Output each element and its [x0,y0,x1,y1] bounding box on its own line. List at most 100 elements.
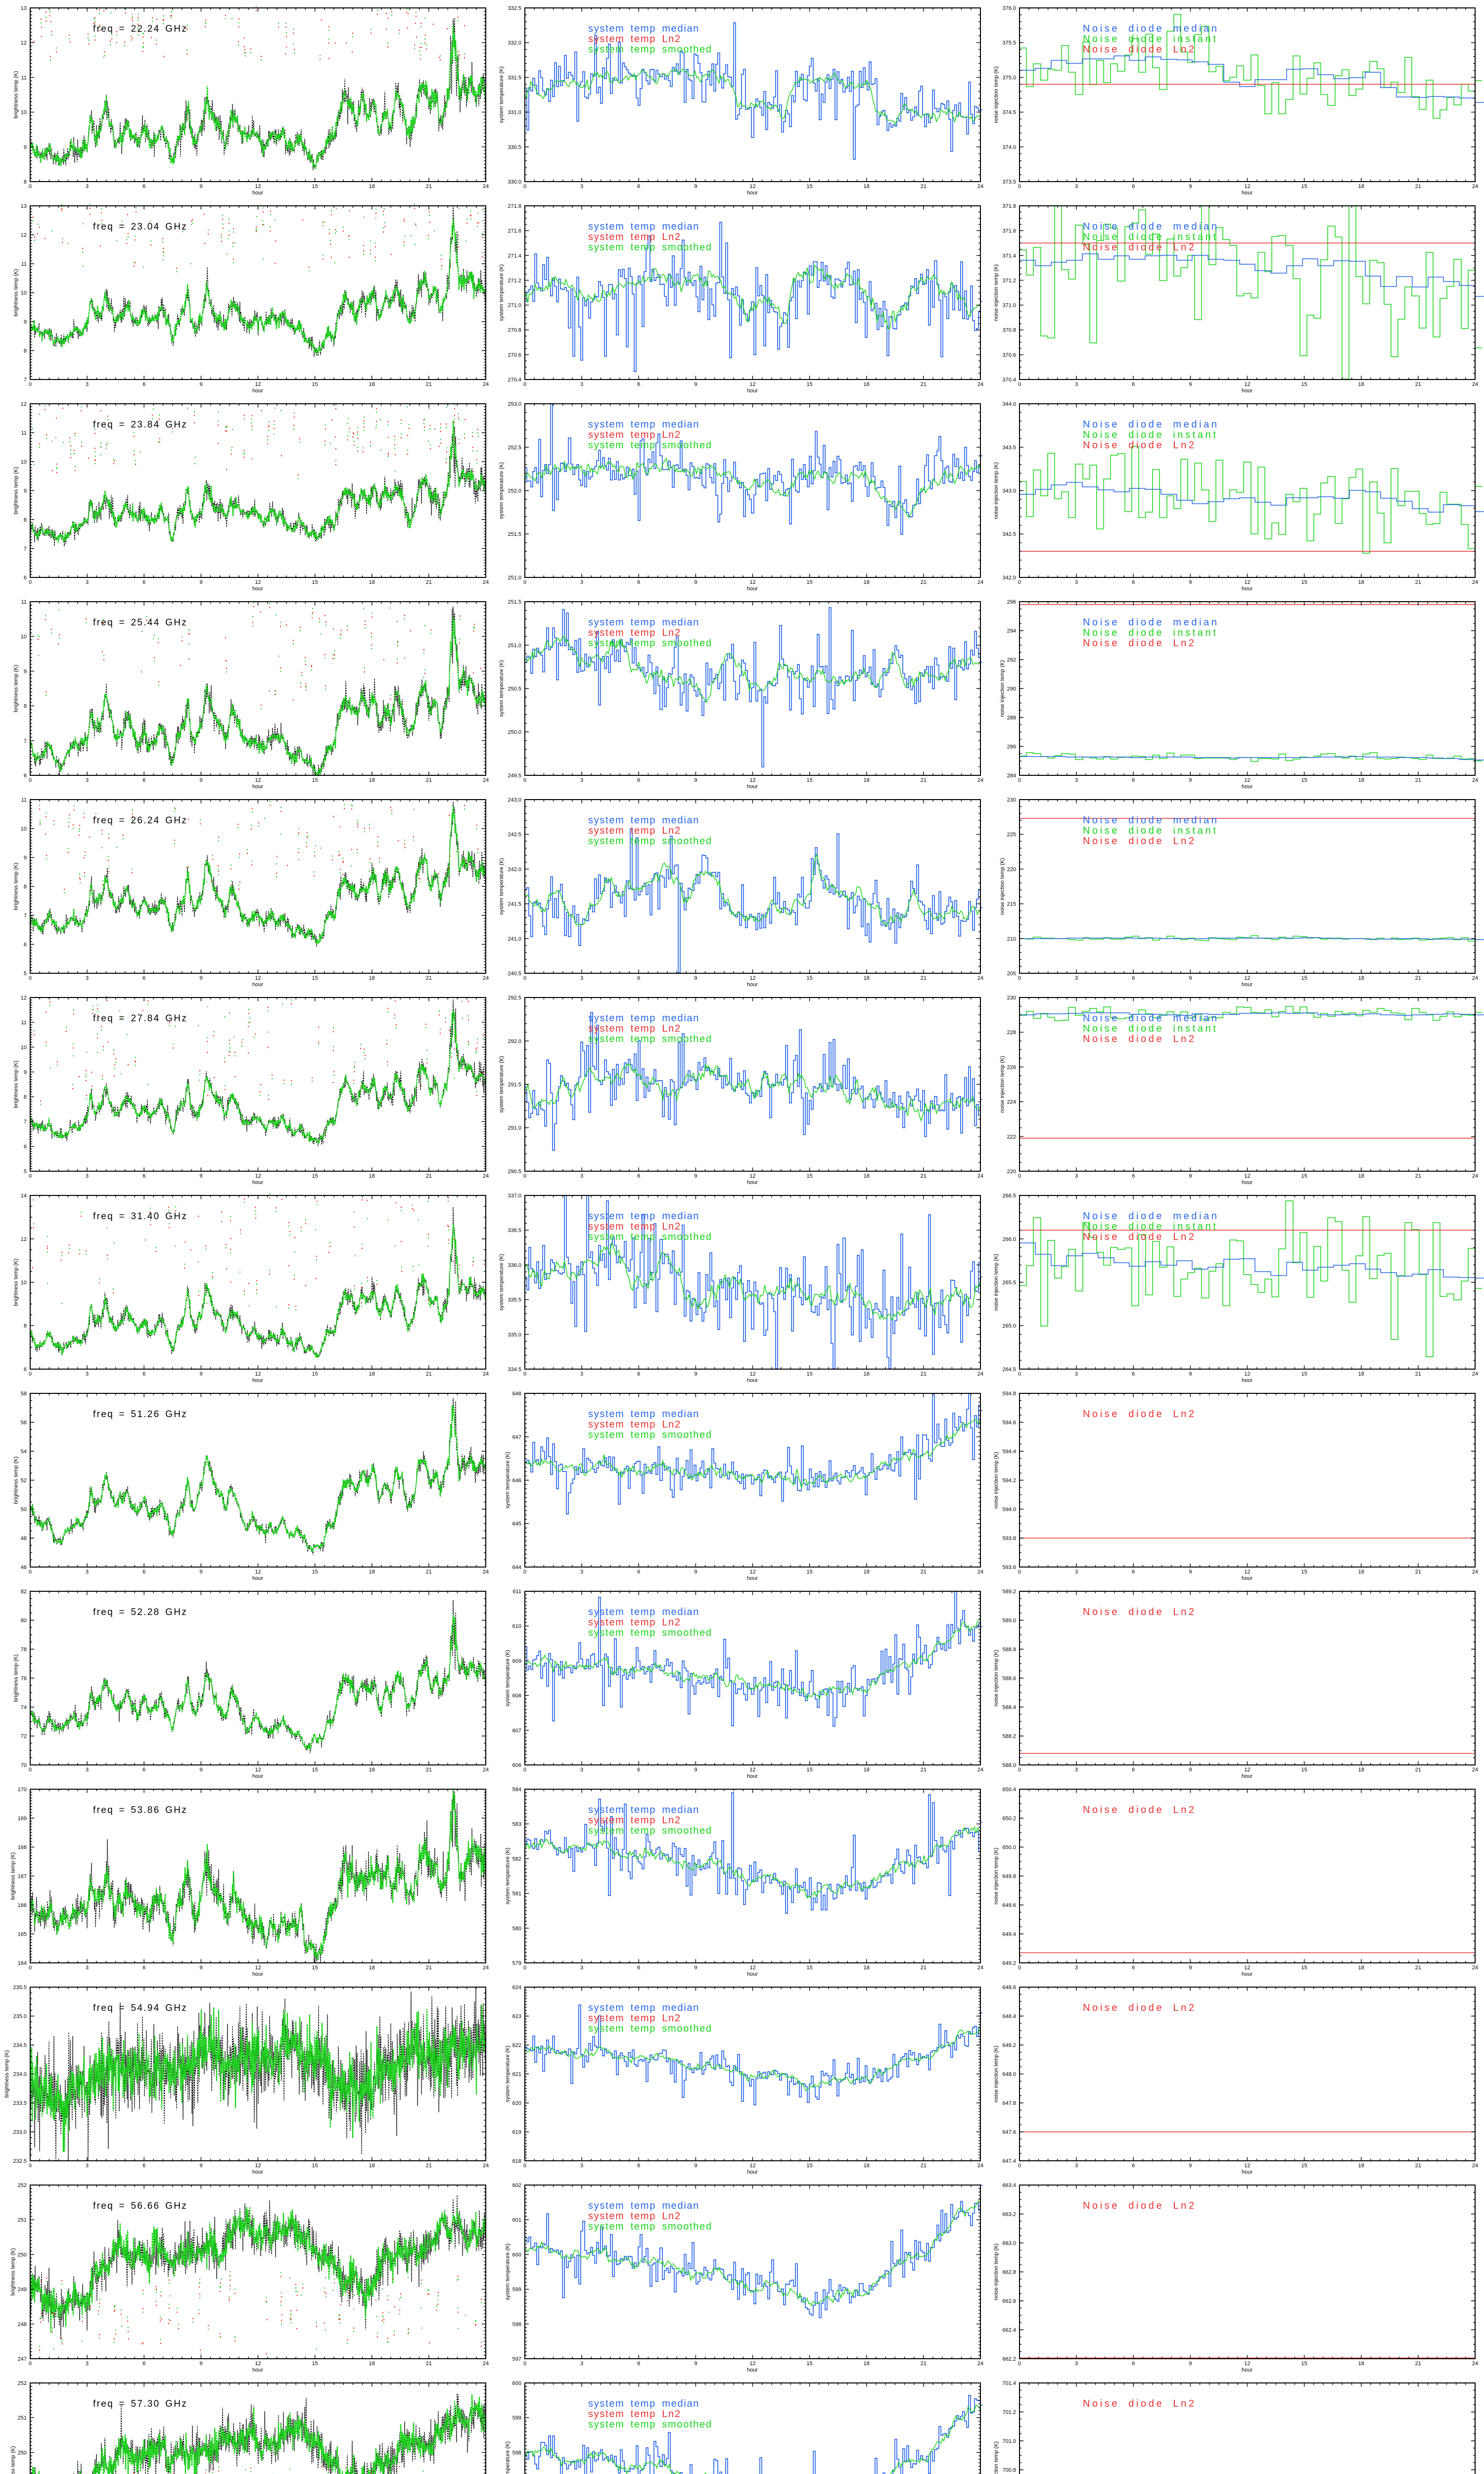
svg-text:270.6: 270.6 [508,352,521,358]
svg-text:370.4: 370.4 [1002,377,1016,383]
svg-text:588.0: 588.0 [1002,1762,1016,1768]
svg-text:234.5: 234.5 [13,2043,27,2048]
svg-text:15: 15 [806,184,812,190]
svg-text:system temp median: system temp median [588,1409,699,1420]
svg-text:3: 3 [86,1965,89,1971]
svg-text:18: 18 [369,2163,375,2169]
svg-text:24: 24 [1472,1965,1478,1971]
svg-text:583: 583 [512,1821,521,1827]
svg-text:624: 624 [512,1985,521,1991]
svg-text:248: 248 [18,2322,27,2328]
svg-text:0: 0 [1018,1767,1021,1773]
svg-text:system temp median: system temp median [588,1607,699,1618]
svg-text:21: 21 [426,184,432,190]
svg-text:701.0: 701.0 [1002,2438,1016,2444]
svg-text:647.6: 647.6 [1002,2130,1016,2136]
svg-text:169: 169 [18,1816,27,1822]
svg-text:343.5: 343.5 [1002,445,1016,451]
svg-text:228: 228 [1007,1030,1016,1036]
svg-text:373.5: 373.5 [1002,179,1016,185]
svg-text:3: 3 [580,184,583,190]
svg-text:noise injection temp (K): noise injection temp (K) [993,264,999,321]
svg-text:3: 3 [86,1569,89,1575]
svg-text:21: 21 [1415,381,1421,387]
svg-text:24: 24 [977,1965,983,1971]
svg-text:24: 24 [1472,1371,1478,1377]
svg-text:235.0: 235.0 [13,2014,27,2020]
svg-text:10: 10 [21,1045,27,1050]
svg-text:3: 3 [580,1767,583,1773]
svg-text:freq = 53.86 GHz: freq = 53.86 GHz [93,1805,187,1815]
svg-text:10: 10 [21,459,27,465]
svg-text:15: 15 [312,1965,318,1971]
svg-text:9: 9 [694,777,697,783]
svg-text:584: 584 [512,1787,521,1793]
svg-text:6: 6 [1132,579,1135,585]
svg-text:noise injection temp (K): noise injection temp (K) [999,858,1005,915]
svg-text:252: 252 [18,2183,27,2189]
svg-text:3: 3 [86,1173,89,1179]
svg-text:18: 18 [864,975,870,981]
svg-text:hour: hour [747,1971,758,1977]
svg-text:24: 24 [483,381,489,387]
svg-text:24: 24 [1472,184,1478,190]
svg-text:18: 18 [864,777,870,783]
svg-text:Noise diode instant: Noise diode instant [1083,429,1218,440]
svg-text:system temperature (K): system temperature (K) [505,2243,510,2300]
svg-text:9: 9 [24,1069,27,1075]
svg-text:3: 3 [1075,975,1078,981]
svg-text:0: 0 [1018,975,1021,981]
svg-text:232.5: 232.5 [13,2158,27,2164]
svg-text:system temp Ln2: system temp Ln2 [588,627,681,638]
svg-text:24: 24 [483,975,489,981]
svg-text:Noise diode Ln2: Noise diode Ln2 [1083,440,1197,451]
svg-text:system temp smoothed: system temp smoothed [588,836,712,847]
svg-text:hour: hour [252,1773,263,1779]
svg-text:brightness temp (K): brightness temp (K) [13,1457,19,1504]
svg-text:system temp median: system temp median [588,1013,699,1024]
svg-text:noise injection temp (K): noise injection temp (K) [993,462,999,519]
svg-text:623: 623 [512,2014,521,2020]
svg-text:6: 6 [142,579,145,585]
svg-text:589.0: 589.0 [1002,1618,1016,1624]
svg-text:58: 58 [21,1391,27,1397]
svg-text:system temperature (K): system temperature (K) [499,66,505,123]
svg-text:76: 76 [21,1676,27,1682]
svg-text:3: 3 [580,1371,583,1377]
svg-text:588.8: 588.8 [1002,1647,1016,1653]
svg-text:noise injection temp (K): noise injection temp (K) [993,1848,999,1904]
svg-text:0: 0 [523,1371,526,1377]
svg-text:8: 8 [24,704,27,710]
svg-text:225: 225 [1007,832,1016,838]
svg-text:system temp Ln2: system temp Ln2 [588,2013,681,2024]
svg-text:12: 12 [255,381,261,387]
svg-text:6: 6 [142,1965,145,1971]
svg-text:24: 24 [1472,1173,1478,1179]
svg-text:hour: hour [747,190,758,196]
svg-text:18: 18 [1358,2361,1364,2367]
svg-text:265.5: 265.5 [1002,1280,1016,1286]
svg-text:24: 24 [483,1569,489,1575]
svg-text:220: 220 [1007,866,1016,872]
svg-text:system temp median: system temp median [588,419,699,430]
svg-text:701.2: 701.2 [1002,2410,1016,2416]
svg-text:hour: hour [1242,388,1252,394]
svg-text:18: 18 [1358,381,1364,387]
svg-text:3: 3 [86,975,89,981]
svg-text:609: 609 [512,1658,521,1664]
svg-text:system temp smoothed: system temp smoothed [588,2419,712,2430]
svg-text:12: 12 [749,381,755,387]
svg-text:hour: hour [747,1180,758,1186]
svg-text:freq = 26.24 GHz: freq = 26.24 GHz [93,815,187,826]
svg-text:270.8: 270.8 [508,328,521,333]
svg-text:0: 0 [1018,1965,1021,1971]
svg-text:hour: hour [252,784,263,790]
svg-text:9: 9 [1189,975,1192,981]
svg-text:hour: hour [747,2367,758,2373]
svg-text:650.4: 650.4 [1002,1787,1016,1793]
svg-text:594.8: 594.8 [1002,1391,1016,1397]
svg-text:system temp smoothed: system temp smoothed [588,44,712,55]
svg-text:6: 6 [637,1965,640,1971]
svg-text:649.2: 649.2 [1002,1960,1016,1966]
svg-text:648.4: 648.4 [1002,2014,1016,2020]
